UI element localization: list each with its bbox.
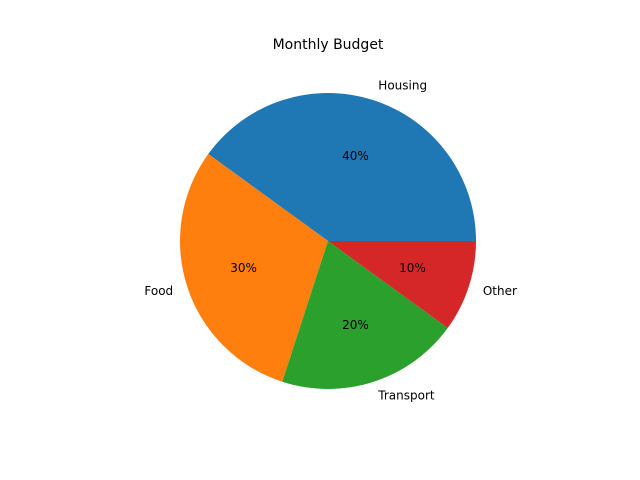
pie-labels: Housing 40% Food 30% Transport 20% Other 10% bbox=[144, 79, 517, 403]
pie-slice-other bbox=[328, 241, 476, 328]
slice-label-housing: Housing bbox=[378, 79, 427, 93]
pct-label-food: 30% bbox=[230, 261, 257, 275]
pct-label-housing: 40% bbox=[342, 149, 369, 163]
slice-label-transport: Transport bbox=[377, 388, 435, 402]
pie-slice-housing bbox=[208, 93, 476, 241]
pie-slice-food bbox=[180, 154, 328, 382]
pie-slice-transport bbox=[282, 241, 448, 390]
pct-label-other: 10% bbox=[399, 261, 426, 275]
chart-title: Monthly Budget bbox=[273, 37, 384, 53]
slice-label-food: Food bbox=[144, 284, 173, 298]
pct-label-transport: 20% bbox=[342, 318, 369, 332]
slice-label-other: Other bbox=[483, 284, 517, 298]
pie-slices bbox=[180, 93, 476, 390]
